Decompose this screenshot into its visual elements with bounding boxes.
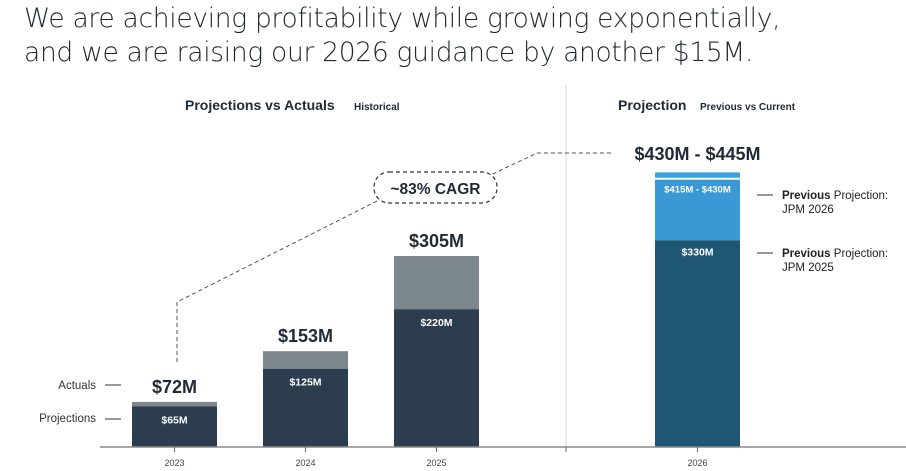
label-actual-2025: $305M bbox=[409, 231, 464, 251]
x-2026-label: 2026 bbox=[687, 458, 707, 468]
legend-prev-2025-line2: JPM 2025 bbox=[782, 262, 834, 274]
bar-prev-2025 bbox=[655, 240, 740, 447]
left-chart-title: Projections vs Actuals bbox=[185, 97, 335, 113]
cagr-trend-line-lower bbox=[176, 196, 386, 362]
x-2023-label: 2023 bbox=[164, 458, 184, 468]
legend-prev-2026-line2: JPM 2026 bbox=[782, 204, 834, 216]
cagr-trend-line-upper bbox=[479, 152, 612, 181]
x-2024-label: 2024 bbox=[295, 458, 315, 468]
headline-line-2: and we are raising our 2026 guidance by … bbox=[24, 37, 754, 68]
cagr-label: ~83% CAGR bbox=[390, 181, 480, 198]
bar-projection-2024 bbox=[263, 368, 348, 447]
legend-projections-label: Projections bbox=[39, 413, 96, 425]
bar-projection-2023 bbox=[132, 406, 217, 447]
right-chart-subtitle: Previous vs Current bbox=[700, 102, 796, 113]
bar-current-2026 bbox=[655, 172, 740, 178]
legend-prev-2025-rest: Projection: bbox=[831, 248, 889, 260]
legend-prev-2026-line1: Previous Projection: bbox=[782, 190, 888, 202]
cagr-badge bbox=[373, 171, 498, 204]
bars-group: $65M $72M $125M $153M $220M $305M $415M - $430… bbox=[132, 144, 761, 447]
bar-actual-2023 bbox=[132, 401, 217, 407]
label-projection-2023: $65M bbox=[161, 414, 188, 426]
bar-prev-2026 bbox=[655, 179, 740, 241]
headline: We are achieving profitability while gro… bbox=[24, 2, 904, 70]
bar-projection-2025 bbox=[394, 309, 479, 447]
bar-actual-2025 bbox=[394, 256, 479, 310]
legend-actuals-label: Actuals bbox=[58, 380, 96, 392]
legend-prev-2026-rest: Projection: bbox=[831, 190, 889, 202]
label-current-2026: $430M - $445M bbox=[634, 144, 760, 164]
label-projection-2025: $220M bbox=[420, 317, 452, 329]
label-prev-2026: $415M - $430M bbox=[664, 185, 731, 196]
legend-prev-2026-bold: Previous bbox=[782, 190, 831, 202]
left-chart-subtitle: Historical bbox=[354, 102, 400, 113]
label-actual-2024: $153M bbox=[278, 326, 333, 346]
x-2025-label: 2025 bbox=[426, 458, 446, 468]
x-ticks: 2023 2024 2025 2026 bbox=[164, 447, 708, 468]
label-projection-2024: $125M bbox=[289, 377, 321, 389]
headline-line-1: We are achieving profitability while gro… bbox=[24, 3, 781, 34]
legend-prev-2025-bold: Previous bbox=[782, 248, 831, 260]
label-actual-2023: $72M bbox=[152, 377, 197, 397]
bar-actual-2024 bbox=[263, 351, 348, 369]
label-prev-2025: $330M bbox=[681, 246, 713, 258]
right-chart-title: Projection bbox=[618, 97, 686, 113]
legend-prev-2025-line1: Previous Projection: bbox=[782, 248, 888, 260]
